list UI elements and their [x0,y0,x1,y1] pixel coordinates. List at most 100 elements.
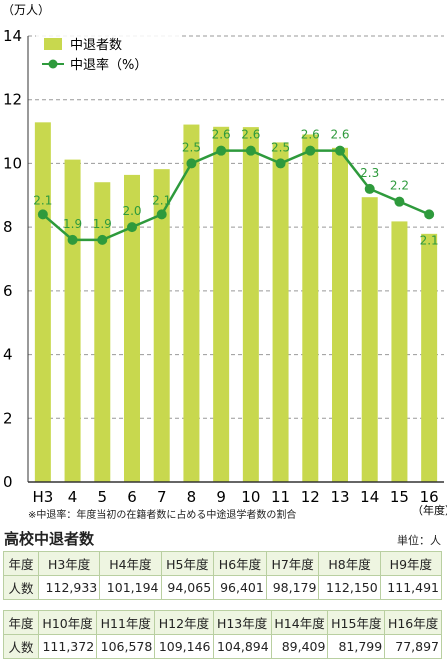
count-cell: 112,150 [318,575,381,600]
bar [213,126,230,483]
rate-point [275,158,286,169]
rate-point [364,183,375,194]
table-unit: 単位：人 [397,534,441,547]
x-tick-label: 7 [157,488,167,506]
rate-data-label: 2.1 [33,193,52,207]
count-cell: 109,146 [154,634,214,659]
y-tick-label: 12 [3,91,22,109]
rate-data-label: 1.9 [93,217,112,231]
table-row-years: 年度 H3年度 H4年度 H5年度 H6年度 H7年度 H8年度 H9年度 [3,551,443,576]
rate-data-label: 2.3 [360,166,379,180]
table-title: 高校中退者数 [4,530,95,548]
dropout-table-1: 年度 H3年度 H4年度 H5年度 H6年度 H7年度 H8年度 H9年度 人数… [3,551,443,600]
rate-point [245,145,256,156]
x-tick-label: 6 [127,488,137,506]
year-cell: H8年度 [318,551,381,576]
count-cell: 101,194 [99,575,162,600]
row-header-year: 年度 [3,551,39,576]
rate-point [216,145,227,156]
rate-data-label: 2.6 [301,128,320,142]
chart-note: ※中退率：年度当初の在籍者数に占める中途退学者数の割合 [28,510,297,521]
count-cell: 98,179 [265,575,320,600]
rate-data-label: 2.1 [420,233,439,247]
x-tick-label: 13 [330,488,349,506]
row-header-count: 人数 [3,575,39,600]
rate-data-label: 2.5 [271,140,290,154]
table-row-years: 年度 H10年度 H11年度 H12年度 H13年度 H14年度 H15年度 H… [3,610,442,635]
count-cell: 96,401 [213,575,267,600]
year-cell: H4年度 [99,551,162,576]
rate-data-label: 2.6 [212,128,231,142]
row-header-count: 人数 [3,634,39,659]
count-cell: 106,578 [96,634,156,659]
bar [421,233,438,482]
year-cell: H13年度 [212,610,272,635]
year-cell: H6年度 [213,551,267,576]
count-cell: 94,065 [160,575,215,600]
rate-point [305,145,316,156]
rate-data-label: 2.1 [152,193,171,207]
rate-data-label: 2.2 [390,179,409,193]
year-cell: H7年度 [265,551,320,576]
legend-bar-swatch [44,38,62,50]
x-tick-label: 10 [241,488,260,506]
year-cell: H15年度 [327,610,386,635]
count-cell: 81,799 [327,634,386,659]
year-cell: H16年度 [384,610,442,635]
rate-point [67,234,78,245]
year-cell: H9年度 [379,551,443,576]
rate-point [156,209,167,220]
bar [272,142,289,482]
bar [242,127,259,483]
rate-line [42,149,430,242]
x-tick-label: 12 [301,488,320,506]
x-tick-label: H3 [32,488,53,506]
bar [34,122,51,482]
y-tick-label: 6 [3,282,13,300]
x-tick-label: 14 [360,488,379,506]
rate-point [394,196,405,207]
count-cell: 111,372 [37,634,98,659]
rate-point [186,158,197,169]
x-tick-label: 8 [187,488,197,506]
count-cell: 104,894 [212,634,272,659]
x-unit-label: （年度） [412,503,447,517]
rate-point [97,234,108,245]
year-cell: H12年度 [154,610,214,635]
x-tick-label: 11 [271,488,290,506]
table-row-counts: 人数 111,372 106,578 109,146 104,894 89,40… [3,634,442,659]
rate-data-label: 2.6 [330,128,349,142]
y-tick-label: 2 [3,409,13,427]
year-cell: H10年度 [37,610,98,635]
legend-line-marker [48,59,58,69]
rate-data-label: 2.5 [182,140,201,154]
chart: （万人） 2.1 1.9 1.9 2.0 2.1 2.5 2.6 2.6 2.5 2.6 2.6 2.… [2,3,447,517]
rate-point [37,209,48,220]
bar [153,169,170,483]
bar [64,159,81,482]
rate-data-label: 2.0 [122,204,141,218]
legend: 中退者数 中退率（%） [36,34,180,78]
rate-point [127,222,137,233]
y-tick-label: 4 [3,346,13,364]
legend-line-label: 中退率（%） [70,57,147,73]
count-cell: 112,933 [37,575,101,600]
count-cell: 77,897 [384,634,442,659]
rate-point [335,145,345,156]
bar [124,174,140,482]
y-tick-label: 10 [3,154,22,172]
x-tick-label: 9 [216,488,226,506]
rate-point [424,209,435,220]
count-cell: 89,409 [270,634,329,659]
x-tick-label: 15 [390,488,409,506]
bar [391,221,408,482]
rate-data-label: 2.6 [241,128,260,142]
table-row-counts: 人数 112,933 101,194 94,065 96,401 98,179 … [3,575,443,600]
year-cell: H14年度 [270,610,329,635]
y-tick-label: 0 [3,473,13,491]
y-unit-label: （万人） [2,3,50,17]
bar [361,197,378,482]
y-tick-label: 8 [3,218,13,236]
legend-bar-label: 中退者数 [70,38,122,53]
bar [332,147,348,482]
